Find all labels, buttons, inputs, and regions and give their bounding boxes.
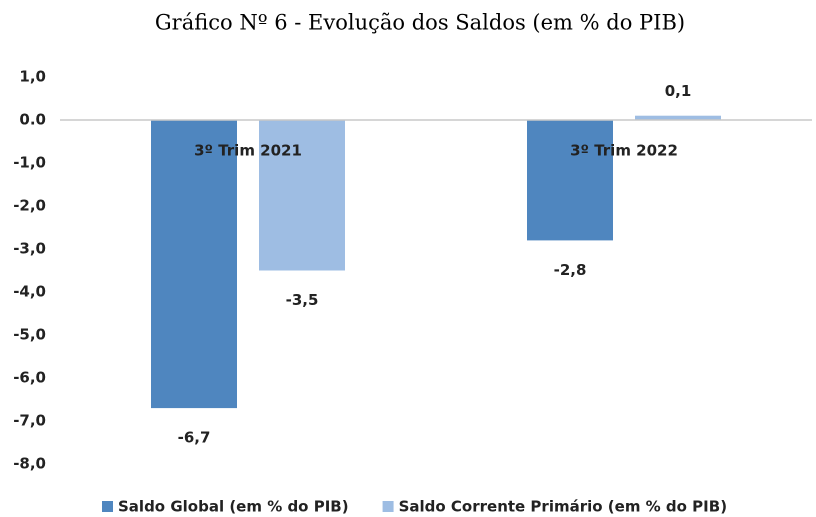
bar [635, 115, 721, 120]
y-tick-label: -5,0 [13, 326, 46, 344]
y-tick-label: 0.0 [19, 111, 46, 129]
legend-label: Saldo Corrente Primário (em % do PIB) [399, 498, 727, 516]
category-label: 3º Trim 2022 [570, 142, 678, 160]
y-tick-label: -2,0 [13, 197, 46, 215]
y-tick-label: -6,0 [13, 369, 46, 387]
bar [151, 120, 237, 409]
y-tick-label: 1,0 [19, 68, 46, 86]
value-label: 0,1 [665, 82, 692, 100]
value-label: -6,7 [178, 429, 211, 447]
category-label: 3º Trim 2021 [194, 142, 302, 160]
bar [259, 120, 345, 271]
legend-swatch [102, 501, 113, 512]
legend-label: Saldo Global (em % do PIB) [118, 498, 349, 516]
bar [527, 120, 613, 241]
value-label: -2,8 [554, 261, 587, 279]
y-tick-label: -7,0 [13, 412, 46, 430]
chart-title: Gráfico Nº 6 - Evolução dos Saldos (em %… [155, 11, 685, 35]
y-tick-label: -8,0 [13, 455, 46, 473]
value-label: -3,5 [286, 291, 319, 309]
legend-swatch [382, 501, 394, 512]
y-tick-label: -1,0 [13, 154, 46, 172]
y-tick-label: -4,0 [13, 283, 46, 301]
y-tick-label: -3,0 [13, 240, 46, 258]
